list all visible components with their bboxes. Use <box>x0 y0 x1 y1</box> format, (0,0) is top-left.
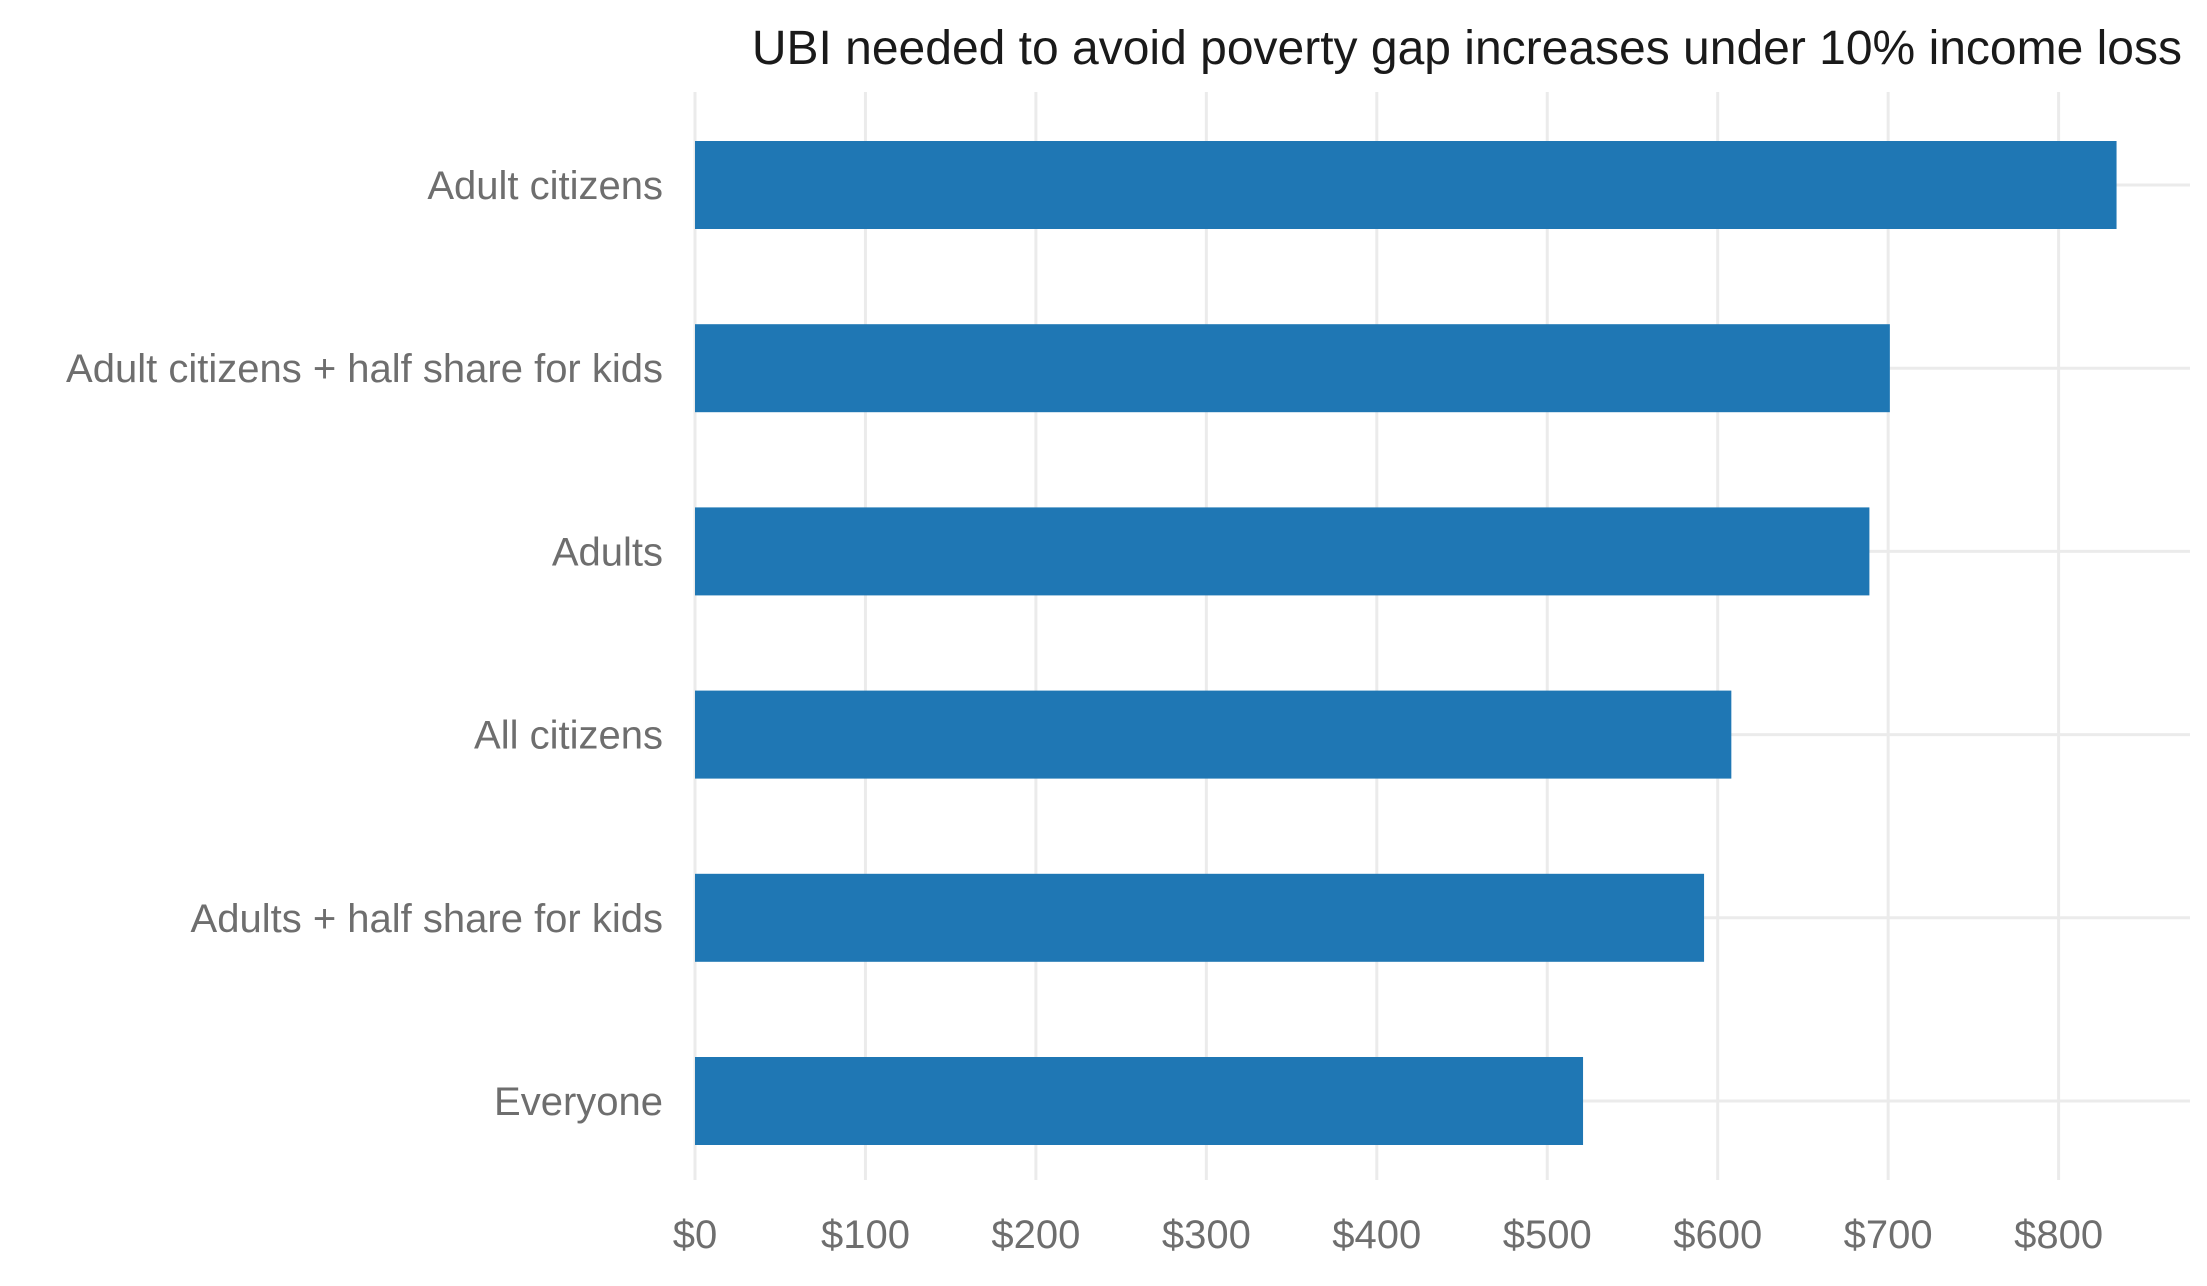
category-labels: Adult citizens Adult citizens + half shar… <box>66 164 663 1124</box>
x-tick-label: $200 <box>991 1213 1080 1257</box>
category-label: Adults + half share for kids <box>191 897 663 941</box>
bar <box>695 690 1732 779</box>
category-label: Adult citizens <box>427 164 663 208</box>
x-tick-label: $600 <box>1673 1213 1762 1257</box>
bar <box>695 1057 1584 1145</box>
category-label: Adults <box>552 530 663 574</box>
x-tick-label: $500 <box>1503 1213 1592 1257</box>
x-tick-label: $100 <box>821 1213 910 1257</box>
category-label: All citizens <box>474 714 663 758</box>
category-label: Adult citizens + half share for kids <box>66 347 663 391</box>
x-tick-label: $400 <box>1332 1213 1421 1257</box>
x-tick-label: $800 <box>2014 1213 2103 1257</box>
bar <box>695 873 1705 962</box>
category-label: Everyone <box>494 1080 663 1124</box>
x-axis-ticks: $0 $100 $200 $300 $400 $500 $600 $700 $800 <box>673 1213 2103 1257</box>
bar <box>695 141 2117 229</box>
x-tick-label: $300 <box>1162 1213 1251 1257</box>
chart-title: UBI needed to avoid poverty gap increase… <box>752 22 2182 75</box>
x-tick-label: $0 <box>673 1213 718 1257</box>
bar <box>695 324 1890 413</box>
grid-layer <box>693 92 2190 1180</box>
x-tick-label: $700 <box>1844 1213 1933 1257</box>
bar-layer <box>695 141 2117 1145</box>
bar <box>695 507 1870 596</box>
